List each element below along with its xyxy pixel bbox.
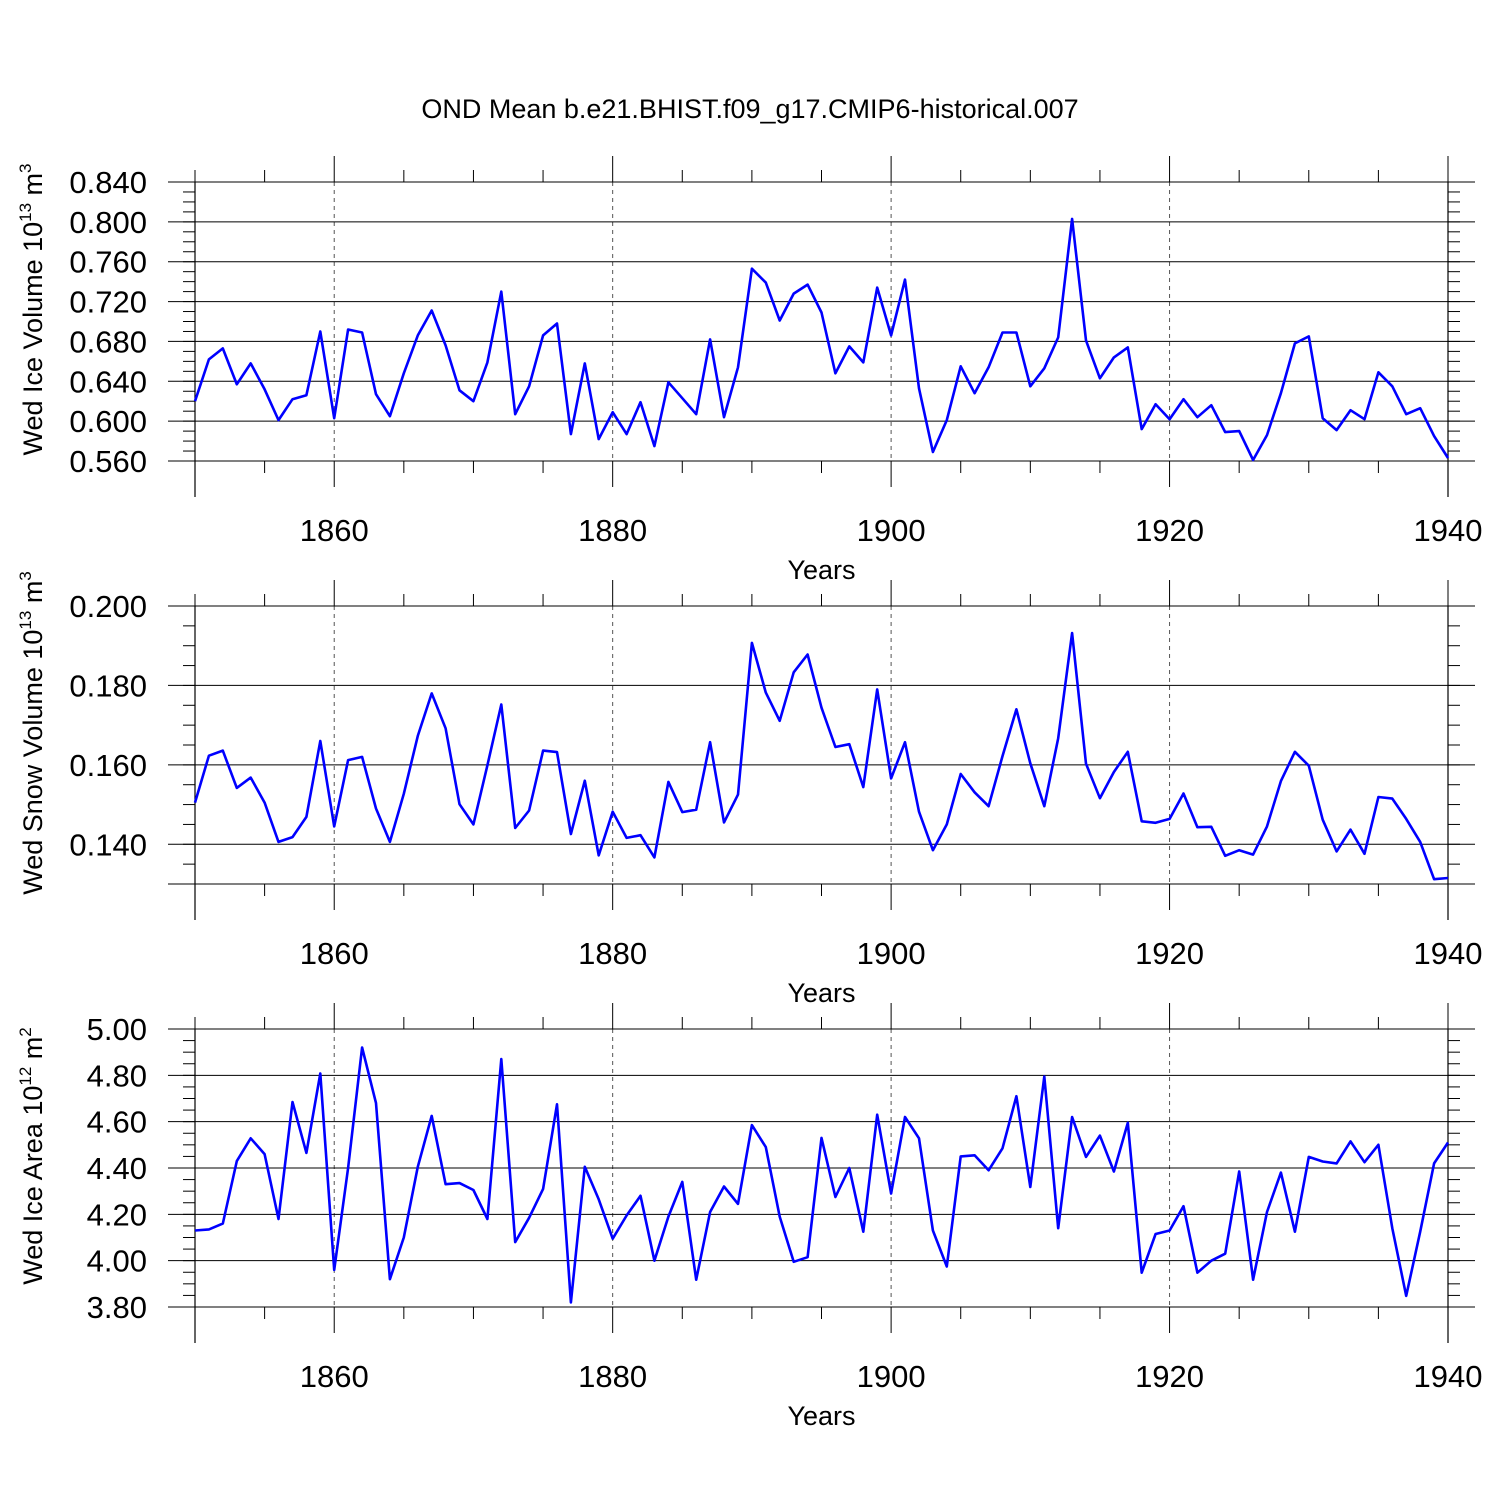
y-axis-label: Wed Ice Volume 1013 m3 bbox=[16, 163, 48, 455]
y-tick-label: 0.200 bbox=[69, 589, 147, 624]
chart-title: OND Mean b.e21.BHIST.f09_g17.CMIP6-histo… bbox=[421, 94, 1078, 124]
y-axis-label: Wed Snow Volume 1013 m3 bbox=[16, 571, 48, 895]
y-axis-label-main: Wed Ice Area 10 bbox=[18, 1086, 48, 1285]
x-tick-label: 1900 bbox=[857, 513, 926, 548]
y-axis-label-exponent: 13 bbox=[16, 203, 35, 222]
x-tick-label: 1860 bbox=[300, 1359, 369, 1394]
panel-1: 0.560 0.600 0.640 0.680 0.720 0.760 0.800 0.840… bbox=[16, 156, 1482, 585]
y-tick-label: 4.20 bbox=[87, 1197, 147, 1232]
y-axis-label-unit-exponent: 3 bbox=[16, 571, 35, 580]
y-tick-label: 0.760 bbox=[69, 245, 147, 280]
x-axis-label: Years bbox=[787, 555, 855, 585]
x-tick-label: 1860 bbox=[300, 513, 369, 548]
x-tick-label: 1880 bbox=[578, 1359, 647, 1394]
y-tick-label: 0.640 bbox=[69, 364, 147, 399]
x-tick-label: 1940 bbox=[1414, 513, 1483, 548]
x-tick-label: 1880 bbox=[578, 513, 647, 548]
y-tick-label: 0.680 bbox=[69, 324, 147, 359]
panel-2: 0.140 0.160 0.180 0.200 1860 1880 1900 1920 1940… bbox=[16, 571, 1482, 1008]
y-axis-label-unit: m bbox=[18, 1037, 48, 1067]
y-tick-label: 3.80 bbox=[87, 1290, 147, 1325]
x-axis-label: Years bbox=[787, 1401, 855, 1431]
y-tick-label: 0.840 bbox=[69, 165, 147, 200]
y-axis-label-exponent: 13 bbox=[16, 611, 35, 630]
x-tick-label: 1920 bbox=[1135, 936, 1204, 971]
y-tick-label: 0.140 bbox=[69, 827, 147, 862]
x-tick-label: 1860 bbox=[300, 936, 369, 971]
x-tick-label: 1920 bbox=[1135, 513, 1204, 548]
y-tick-label: 4.80 bbox=[87, 1058, 147, 1093]
y-tick-label: 0.160 bbox=[69, 748, 147, 783]
x-tick-label: 1940 bbox=[1414, 936, 1483, 971]
y-tick-label: 0.600 bbox=[69, 404, 147, 439]
x-tick-label: 1920 bbox=[1135, 1359, 1204, 1394]
y-axis-label-main: Wed Ice Volume 10 bbox=[18, 222, 48, 456]
y-axis-label-unit-exponent: 2 bbox=[16, 1027, 35, 1036]
y-axis-label-unit-exponent: 3 bbox=[16, 163, 35, 172]
x-tick-label: 1880 bbox=[578, 936, 647, 971]
y-axis-label-unit: m bbox=[18, 173, 48, 203]
y-tick-label: 4.40 bbox=[87, 1151, 147, 1186]
y-axis-label-exponent: 12 bbox=[16, 1067, 35, 1086]
y-tick-label: 0.180 bbox=[69, 668, 147, 703]
y-axis-label-main: Wed Snow Volume 10 bbox=[18, 630, 48, 895]
data-series-line bbox=[194, 1046, 1450, 1304]
y-tick-label: 4.60 bbox=[87, 1105, 147, 1140]
y-tick-label: 0.800 bbox=[69, 205, 147, 240]
data-series-line bbox=[193, 631, 1449, 881]
y-axis-label: Wed Ice Area 1012 m2 bbox=[16, 1027, 48, 1285]
y-tick-label: 0.720 bbox=[69, 285, 147, 320]
data-series-line bbox=[193, 217, 1450, 462]
x-tick-label: 1900 bbox=[857, 1359, 926, 1394]
x-axis-label: Years bbox=[787, 978, 855, 1008]
y-tick-label: 0.560 bbox=[69, 444, 147, 479]
x-tick-label: 1900 bbox=[857, 936, 926, 971]
x-tick-label: 1940 bbox=[1414, 1359, 1483, 1394]
panel-3: 3.80 4.00 4.20 4.40 4.60 4.80 5.00 1860 1880 1900… bbox=[16, 1003, 1482, 1431]
y-tick-label: 4.00 bbox=[87, 1244, 147, 1279]
y-axis-label-unit: m bbox=[18, 581, 48, 611]
y-tick-label: 5.00 bbox=[87, 1012, 147, 1047]
